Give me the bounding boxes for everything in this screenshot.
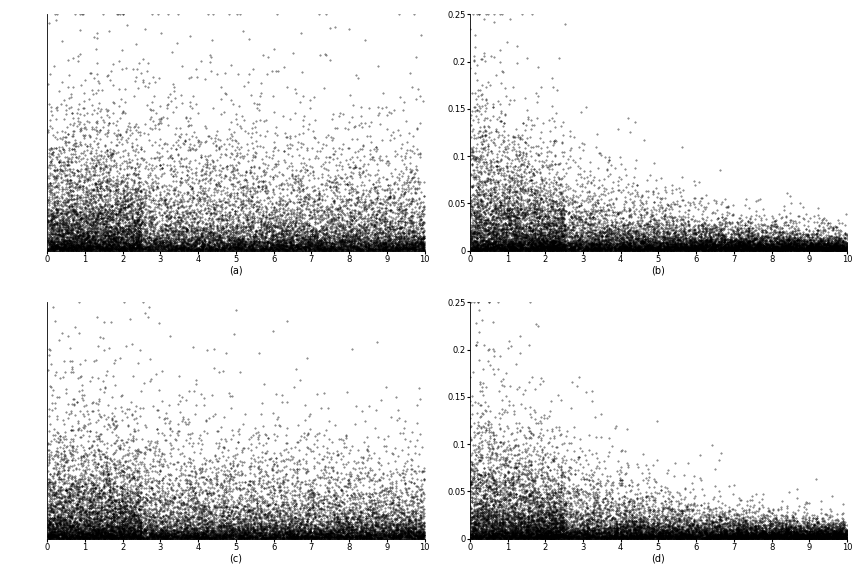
X-axis label: (c): (c) [230, 553, 243, 563]
X-axis label: (a): (a) [229, 265, 243, 275]
X-axis label: (d): (d) [652, 553, 666, 563]
X-axis label: (b): (b) [652, 265, 666, 275]
